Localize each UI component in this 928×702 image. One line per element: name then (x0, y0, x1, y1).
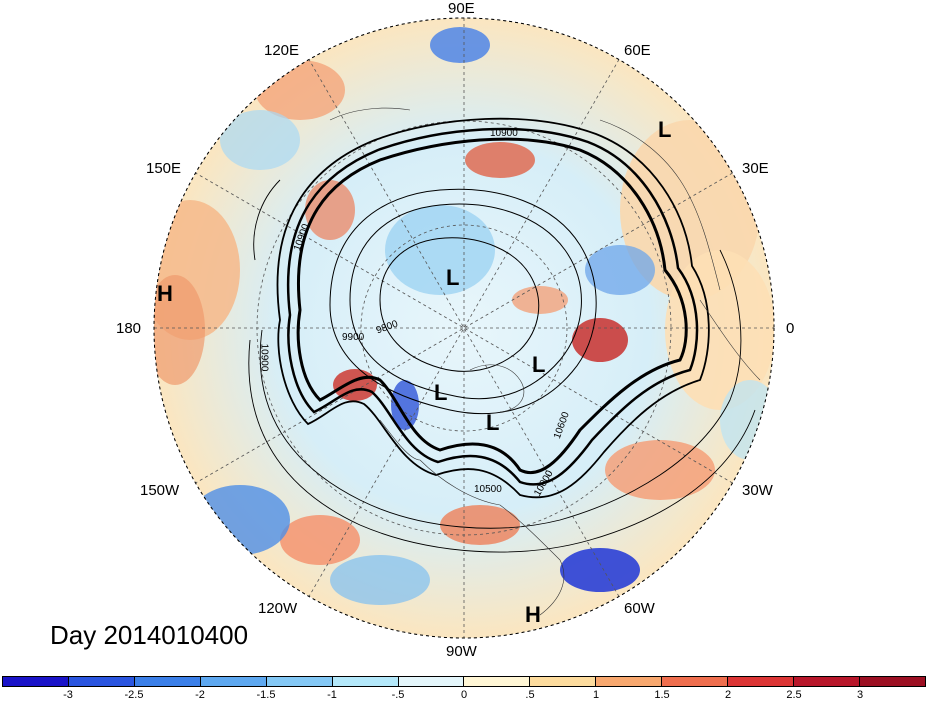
lon-label-120w: 120W (258, 600, 298, 617)
colorbar (2, 676, 926, 687)
colorbar-tick-label: 0 (460, 689, 468, 701)
low-pressure-marker: L (658, 117, 672, 142)
colorbar-segment (662, 677, 729, 686)
contour-label: 10900 (490, 128, 518, 139)
lon-label-90w: 90W (446, 643, 477, 660)
lon-label-30w: 30W (742, 482, 773, 499)
contour-label: 10900 (258, 343, 270, 372)
colorbar-tick-label: 1.5 (654, 689, 670, 701)
colorbar-tick-label: -1 (327, 689, 337, 701)
lon-label-180: 180 (116, 320, 142, 337)
low-pressure-marker: L (434, 380, 448, 405)
colorbar-tick-label: 3 (856, 689, 864, 701)
low-pressure-marker: L (532, 352, 546, 377)
colorbar-tick-label: -3 (63, 689, 73, 701)
colorbar-tick-label: 2 (724, 689, 732, 701)
colorbar-segment (464, 677, 531, 686)
colorbar-segment (596, 677, 663, 686)
coastlines (329, 107, 761, 616)
lon-label-60e: 60E (624, 42, 651, 59)
lon-label-150w: 150W (140, 482, 180, 499)
contour-label: 9900 (342, 332, 365, 343)
height-contours (248, 117, 756, 553)
colorbar-segment (200, 677, 267, 686)
lon-label-0: 0 (786, 320, 795, 337)
colorbar-segment (530, 677, 597, 686)
colorbar-tick-label: -1.5 (256, 689, 276, 701)
lon-label-90e: 90E (448, 0, 475, 17)
colorbar-tick-label: -2 (195, 689, 205, 701)
colorbar-segment (728, 677, 795, 686)
colorbar-segment (134, 677, 201, 686)
lon-label-120e: 120E (264, 42, 300, 59)
colorbar-tick-label: -2.5 (124, 689, 144, 701)
lon-label-30e: 30E (742, 160, 769, 177)
low-pressure-marker: L (486, 410, 500, 435)
colorbar-segment (332, 677, 399, 686)
colorbar-tick-label: 2.5 (786, 689, 802, 701)
map-boundary (153, 17, 775, 639)
colorbar-segment (794, 677, 860, 686)
high-pressure-marker: H (157, 281, 173, 306)
colorbar-segment (68, 677, 135, 686)
colorbar-tick-label: .5 (525, 689, 535, 701)
colorbar-segment (398, 677, 465, 686)
lon-label-60w: 60W (624, 600, 655, 617)
colorbar-segment (3, 677, 69, 686)
colorbar-segment (266, 677, 333, 686)
lon-label-150e: 150E (146, 160, 182, 177)
low-pressure-marker: L (446, 265, 460, 290)
colorbar-segment (859, 677, 925, 686)
high-pressure-marker: H (525, 602, 541, 627)
colorbar-tick-label: 1 (592, 689, 600, 701)
day-label: Day 2014010400 (50, 620, 249, 650)
colorbar-tick-label: -.5 (391, 689, 405, 701)
contour-label: 10500 (474, 484, 502, 495)
